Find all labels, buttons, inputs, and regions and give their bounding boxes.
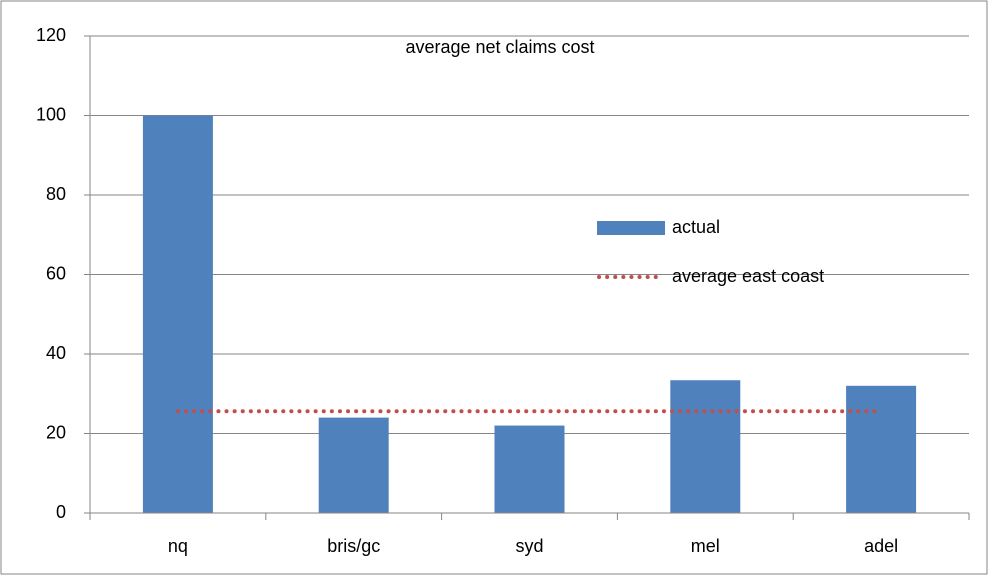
legend-swatch xyxy=(597,221,665,235)
y-tick-label: 20 xyxy=(46,422,66,442)
bar xyxy=(670,380,741,513)
bar xyxy=(494,425,565,513)
x-tick-label: nq xyxy=(168,536,188,556)
x-tick-label: bris/gc xyxy=(327,536,380,556)
legend-label: average east coast xyxy=(672,266,824,286)
bar xyxy=(318,417,389,513)
bar xyxy=(846,385,917,513)
x-tick-label: adel xyxy=(864,536,898,556)
x-tick-label: syd xyxy=(515,536,543,556)
x-tick-label: mel xyxy=(691,536,720,556)
y-tick-label: 0 xyxy=(56,502,66,522)
chart-title: average net claims cost xyxy=(405,37,594,57)
legend-label: actual xyxy=(672,217,720,237)
bar xyxy=(142,115,213,513)
y-tick-label: 80 xyxy=(46,184,66,204)
y-tick-label: 120 xyxy=(36,25,66,45)
y-tick-label: 100 xyxy=(36,104,66,124)
y-tick-label: 60 xyxy=(46,263,66,283)
y-tick-label: 40 xyxy=(46,343,66,363)
